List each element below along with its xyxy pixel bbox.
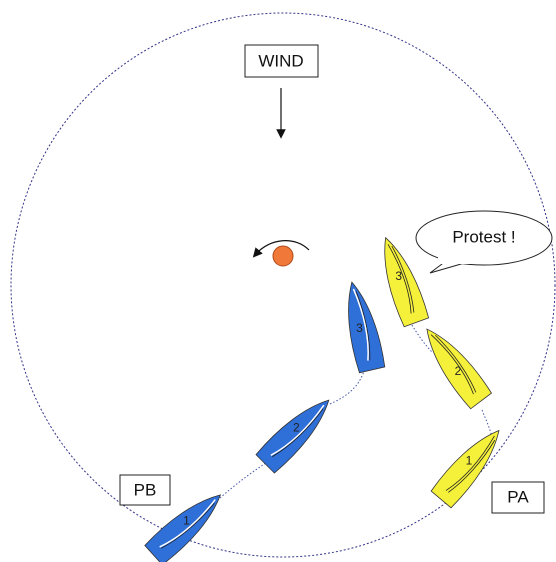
boat-pa-1: 1	[429, 421, 511, 509]
boat-pa-2: 2	[415, 320, 493, 410]
mark	[272, 245, 294, 267]
track	[409, 321, 433, 353]
boat-pb-1: 1	[143, 484, 231, 562]
boat-pb-3: 3	[337, 278, 387, 374]
boat-pb-2: 2	[254, 389, 340, 475]
track	[329, 367, 366, 405]
rounding-arrow	[252, 240, 310, 258]
boat-number: 2	[455, 364, 462, 378]
pa-label: PA	[507, 487, 529, 506]
track	[481, 409, 493, 439]
boat-number: 2	[293, 421, 300, 435]
wind-box	[244, 44, 319, 78]
pa-box	[491, 481, 545, 514]
wind-indicator: WIND	[244, 44, 319, 139]
track	[211, 454, 279, 506]
pb-label: PB	[134, 480, 157, 499]
wind-label: WIND	[258, 51, 303, 70]
boat-number: 1	[466, 454, 473, 468]
pb-box	[119, 474, 171, 506]
boat-number: 3	[356, 321, 363, 335]
callout-text: Protest !	[452, 227, 515, 246]
zone-circle	[10, 12, 556, 558]
boat-number: 1	[183, 514, 190, 528]
protest-callout: Protest !	[415, 210, 553, 274]
boat-pa-3: 3	[371, 232, 431, 328]
boat-number: 3	[395, 269, 402, 283]
